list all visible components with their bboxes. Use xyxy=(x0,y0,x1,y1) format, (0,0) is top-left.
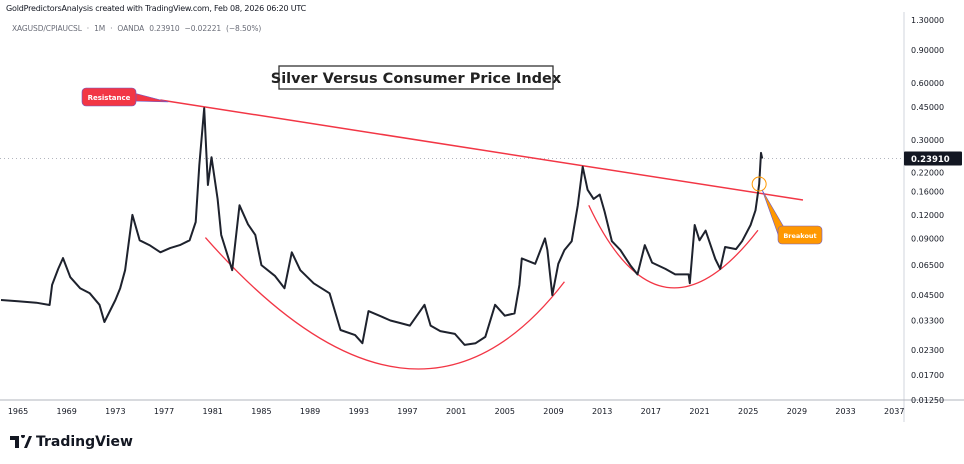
resistance-callout[interactable] xyxy=(81,87,137,107)
logo-text: TradingView xyxy=(36,434,133,450)
rounded-bottom-arc-1[interactable] xyxy=(204,237,565,370)
rounded-bottom-arc-2[interactable] xyxy=(588,204,759,289)
tradingview-logo-icon xyxy=(10,435,32,448)
time-tick-label: 1965 xyxy=(8,407,28,416)
price-tick-label: 0.90000 xyxy=(911,46,944,55)
price-tick-label: 0.01700 xyxy=(911,371,944,380)
breakout-callout[interactable] xyxy=(777,225,823,245)
price-axis[interactable]: 1.30000 0.90000 0.60000 0.45000 0.30000 0.220… xyxy=(904,16,962,405)
price-tick-label: 0.22000 xyxy=(911,169,944,178)
time-tick-label: 2017 xyxy=(641,407,661,416)
time-tick-label: 1985 xyxy=(251,407,271,416)
time-tick-label: 1989 xyxy=(300,407,320,416)
chart-caption: GoldPredictorsAnalysis created with Trad… xyxy=(6,4,306,13)
price-tick-label: 0.04500 xyxy=(911,291,944,300)
price-tick-label: 0.02300 xyxy=(911,346,944,355)
chart-title-box: Silver Versus Consumer Price Index xyxy=(271,65,562,90)
last-price: 0.23910 xyxy=(149,24,180,33)
symbol-name[interactable]: XAGUSD/CPIAUCSL xyxy=(12,24,82,33)
price-change: −0.02221 xyxy=(184,24,222,33)
time-tick-label: 2029 xyxy=(787,407,807,416)
resistance-trendline[interactable] xyxy=(160,99,804,201)
breakout-label: Breakout xyxy=(783,232,816,240)
price-tick-label: 0.03300 xyxy=(911,317,944,326)
price-tick-label: 0.06500 xyxy=(911,261,944,270)
chart-title: Silver Versus Consumer Price Index xyxy=(271,71,562,87)
time-tick-label: 2021 xyxy=(689,407,709,416)
time-tick-label: 2033 xyxy=(835,407,855,416)
time-tick-label: 1973 xyxy=(105,407,125,416)
time-tick-label: 2005 xyxy=(495,407,515,416)
price-tick-label: 0.12000 xyxy=(911,211,944,220)
price-tick-label: 0.16000 xyxy=(911,187,944,196)
source: OANDA xyxy=(117,24,145,33)
price-series-line xyxy=(0,107,764,346)
time-tick-label: 1993 xyxy=(349,407,369,416)
time-tick-label: 1969 xyxy=(57,407,77,416)
price-change-pct: (−8.50%) xyxy=(226,24,262,33)
price-tick-label: 0.01250 xyxy=(911,396,944,405)
time-axis[interactable]: 1965 1969 1973 1977 1981 1985 1989 1993 1997 2001… xyxy=(8,407,905,416)
separator: · xyxy=(110,24,113,33)
resistance-label: Resistance xyxy=(88,94,131,102)
time-tick-label: 2025 xyxy=(738,407,758,416)
price-tick-label: 0.09000 xyxy=(911,234,944,243)
price-tick-label: 0.30000 xyxy=(911,136,944,145)
time-tick-label: 1981 xyxy=(203,407,223,416)
tradingview-logo[interactable]: TradingView xyxy=(10,434,133,450)
time-tick-label: 2001 xyxy=(446,407,466,416)
price-chart[interactable]: 1.30000 0.90000 0.60000 0.45000 0.30000 0.220… xyxy=(0,0,964,430)
symbol-bar: XAGUSD/CPIAUCSL · 1M · OANDA 0.23910 −0.02221 (… xyxy=(12,24,266,33)
last-price-tag-label: 0.23910 xyxy=(911,155,950,165)
time-tick-label: 1977 xyxy=(154,407,174,416)
price-tick-label: 0.60000 xyxy=(911,79,944,88)
time-tick-label: 2009 xyxy=(543,407,563,416)
last-price-tag xyxy=(904,151,962,166)
interval[interactable]: 1M xyxy=(94,24,106,33)
time-tick-label: 1997 xyxy=(397,407,417,416)
time-tick-label: 2037 xyxy=(884,407,904,416)
separator: · xyxy=(86,24,90,33)
price-tick-label: 1.30000 xyxy=(911,16,944,25)
breakout-circle xyxy=(751,176,767,192)
time-tick-label: 2013 xyxy=(592,407,612,416)
price-tick-label: 0.45000 xyxy=(911,103,944,112)
